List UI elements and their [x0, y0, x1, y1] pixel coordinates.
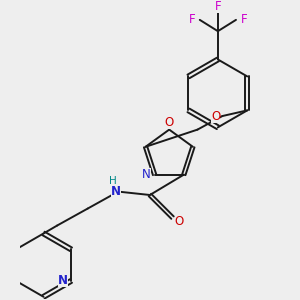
Text: F: F — [241, 14, 247, 26]
Text: O: O — [165, 116, 174, 129]
Text: N: N — [142, 168, 151, 181]
Text: F: F — [214, 0, 221, 13]
Text: O: O — [211, 110, 220, 122]
Text: H: H — [109, 176, 116, 186]
Text: F: F — [188, 14, 195, 26]
Text: N: N — [58, 274, 68, 287]
Text: O: O — [175, 214, 184, 227]
Text: N: N — [111, 185, 121, 198]
